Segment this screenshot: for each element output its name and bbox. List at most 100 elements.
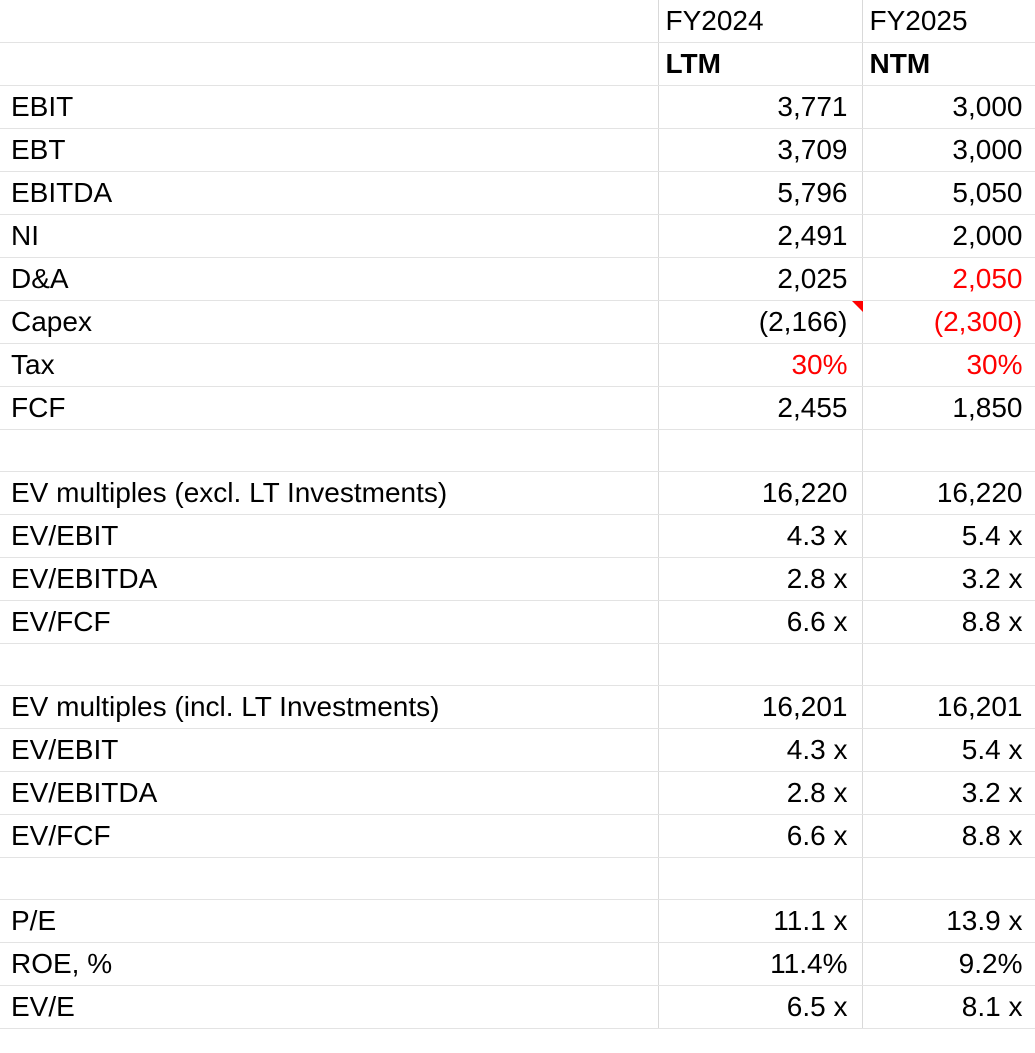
table-row: EBITDA 5,796 5,050: [0, 171, 1035, 215]
table-row: EV/EBITDA 2.8 x 3.2 x: [0, 771, 1035, 815]
table-row: EV/EBIT 4.3 x 5.4 x: [0, 514, 1035, 558]
table-row: Capex (2,166) (2,300): [0, 300, 1035, 344]
cell-header-ntm[interactable]: NTM: [862, 42, 1035, 86]
cell-ntm-value[interactable]: 13.9 x: [862, 899, 1035, 943]
cell-header-fy2025[interactable]: FY2025: [862, 0, 1035, 43]
cell-ltm-value[interactable]: 5,796: [658, 171, 863, 215]
cell-ltm-value[interactable]: 4.3 x: [658, 728, 863, 772]
cell-row-label[interactable]: FCF: [0, 386, 659, 430]
cell-ntm-value[interactable]: 2,050: [862, 257, 1035, 301]
cell-row-label[interactable]: Tax: [0, 343, 659, 387]
comment-indicator-icon[interactable]: [851, 301, 863, 312]
cell-row-label[interactable]: [0, 857, 659, 900]
cell-ltm-value[interactable]: 6.6 x: [658, 814, 863, 858]
cell-ntm-value[interactable]: (2,300): [862, 300, 1035, 344]
cell-ltm-value[interactable]: 4.3 x: [658, 514, 863, 558]
cell-ltm-value[interactable]: 3,771: [658, 85, 863, 129]
cell-row-label[interactable]: NI: [0, 214, 659, 258]
cell-ltm-value[interactable]: 6.5 x: [658, 985, 863, 1029]
cell-row-label[interactable]: Capex: [0, 300, 659, 344]
cell-header-ltm[interactable]: LTM: [658, 42, 863, 86]
table-row: FCF 2,455 1,850: [0, 386, 1035, 430]
table-row: EBT 3,709 3,000: [0, 128, 1035, 172]
header-row-year: FY2024 FY2025: [0, 0, 1035, 43]
table-row: P/E 11.1 x 13.9 x: [0, 899, 1035, 943]
cell-ltm-value[interactable]: 2,491: [658, 214, 863, 258]
table-row: EV/FCF 6.6 x 8.8 x: [0, 600, 1035, 644]
table-row: [0, 857, 1035, 900]
cell-row-label[interactable]: D&A: [0, 257, 659, 301]
cell-row-label[interactable]: EV/FCF: [0, 814, 659, 858]
table-row: Tax 30% 30%: [0, 343, 1035, 387]
cell-ntm-value[interactable]: 8.8 x: [862, 814, 1035, 858]
cell-ltm-value[interactable]: 2.8 x: [658, 771, 863, 815]
cell-header-blank[interactable]: [0, 0, 659, 43]
cell-ntm-value[interactable]: 8.8 x: [862, 600, 1035, 644]
table-row: EV/E 6.5 x 8.1 x: [0, 985, 1035, 1029]
cell-row-label[interactable]: EV/EBIT: [0, 514, 659, 558]
cell-ntm-value[interactable]: 5,050: [862, 171, 1035, 215]
cell-ntm-value[interactable]: 5.4 x: [862, 514, 1035, 558]
cell-row-label[interactable]: EV/EBITDA: [0, 771, 659, 815]
cell-ltm-value[interactable]: 16,220: [658, 471, 863, 515]
cell-ltm-value[interactable]: 2,455: [658, 386, 863, 430]
cell-ltm-text: (2,166): [758, 306, 848, 337]
table-row: EV multiples (excl. LT Investments) 16,22…: [0, 471, 1035, 515]
cell-ltm-value[interactable]: 6.6 x: [658, 600, 863, 644]
cell-ntm-value[interactable]: [862, 857, 1035, 900]
cell-ntm-value[interactable]: [862, 429, 1035, 472]
cell-row-label[interactable]: EV/EBITDA: [0, 557, 659, 601]
cell-row-label[interactable]: EBT: [0, 128, 659, 172]
cell-ntm-value[interactable]: 3,000: [862, 128, 1035, 172]
cell-ntm-value[interactable]: 2,000: [862, 214, 1035, 258]
cell-ltm-value[interactable]: 3,709: [658, 128, 863, 172]
cell-row-label[interactable]: EBITDA: [0, 171, 659, 215]
cell-ltm-value[interactable]: 16,201: [658, 685, 863, 729]
table-row: NI 2,491 2,000: [0, 214, 1035, 258]
cell-ntm-value[interactable]: [862, 643, 1035, 686]
cell-ltm-value[interactable]: (2,166): [658, 300, 863, 344]
cell-row-label[interactable]: [0, 429, 659, 472]
cell-ntm-value[interactable]: 30%: [862, 343, 1035, 387]
cell-ltm-value[interactable]: [658, 429, 863, 472]
table-row: EBIT 3,771 3,000: [0, 85, 1035, 129]
cell-ntm-value[interactable]: 8.1 x: [862, 985, 1035, 1029]
cell-row-label[interactable]: EBIT: [0, 85, 659, 129]
table-row: [0, 643, 1035, 686]
table-row: [0, 429, 1035, 472]
cell-row-label[interactable]: EV multiples (excl. LT Investments): [0, 471, 659, 515]
cell-ntm-value[interactable]: 5.4 x: [862, 728, 1035, 772]
cell-row-label[interactable]: P/E: [0, 899, 659, 943]
cell-ntm-value[interactable]: 16,220: [862, 471, 1035, 515]
table-row: EV/FCF 6.6 x 8.8 x: [0, 814, 1035, 858]
table-row: ROE, % 11.4% 9.2%: [0, 942, 1035, 986]
cell-ltm-value[interactable]: 2.8 x: [658, 557, 863, 601]
cell-ltm-value[interactable]: 11.4%: [658, 942, 863, 986]
table-row: EV/EBITDA 2.8 x 3.2 x: [0, 557, 1035, 601]
cell-ntm-value[interactable]: 9.2%: [862, 942, 1035, 986]
cell-ntm-value[interactable]: 1,850: [862, 386, 1035, 430]
cell-row-label[interactable]: ROE, %: [0, 942, 659, 986]
cell-row-label[interactable]: EV multiples (incl. LT Investments): [0, 685, 659, 729]
cell-row-label[interactable]: EV/FCF: [0, 600, 659, 644]
header-row-period: LTM NTM: [0, 42, 1035, 86]
cell-ltm-value[interactable]: 11.1 x: [658, 899, 863, 943]
table-row: EV/EBIT 4.3 x 5.4 x: [0, 728, 1035, 772]
table-row: D&A 2,025 2,050: [0, 257, 1035, 301]
cell-ntm-value[interactable]: 3,000: [862, 85, 1035, 129]
table-row: EV multiples (incl. LT Investments) 16,20…: [0, 685, 1035, 729]
cell-header-blank[interactable]: [0, 42, 659, 86]
cell-ntm-value[interactable]: 3.2 x: [862, 557, 1035, 601]
cell-ltm-value[interactable]: 30%: [658, 343, 863, 387]
cell-ltm-value[interactable]: [658, 643, 863, 686]
cell-ntm-value[interactable]: 16,201: [862, 685, 1035, 729]
cell-ntm-value[interactable]: 3.2 x: [862, 771, 1035, 815]
cell-row-label[interactable]: [0, 643, 659, 686]
valuation-table: FY2024 FY2025 LTM NTM EBIT 3,771 3,000 EBT 3…: [0, 0, 1035, 1029]
cell-ltm-value[interactable]: [658, 857, 863, 900]
cell-header-fy2024[interactable]: FY2024: [658, 0, 863, 43]
cell-row-label[interactable]: EV/EBIT: [0, 728, 659, 772]
cell-row-label[interactable]: EV/E: [0, 985, 659, 1029]
cell-ltm-value[interactable]: 2,025: [658, 257, 863, 301]
